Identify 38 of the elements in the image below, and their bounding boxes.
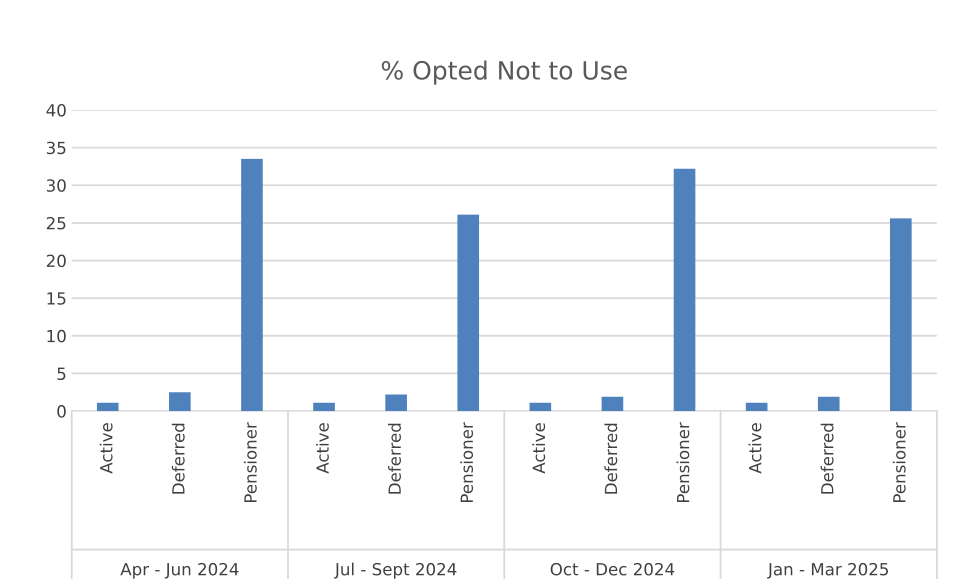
x-tick-label: Active: [316, 423, 329, 474]
y-tick-label: 35: [46, 142, 66, 154]
bar: [241, 158, 263, 412]
x-tick-label: Active: [100, 423, 113, 474]
x-tick-label: Pensioner: [244, 422, 257, 502]
y-tick-label: 20: [46, 254, 66, 268]
bar: [746, 402, 768, 412]
y-tick-label: 0: [57, 405, 66, 418]
bar: [169, 392, 191, 412]
y-tick-label: 25: [46, 216, 66, 230]
x-tick-label: Deferred: [388, 424, 401, 494]
x-tick-label: Pensioner: [460, 422, 474, 502]
bar: [674, 168, 696, 412]
x-tick-label: Deferred: [604, 424, 618, 494]
bar: [457, 214, 480, 412]
bar: [313, 402, 335, 412]
y-tick-label: 40: [46, 104, 66, 117]
x-tick-label: Active: [532, 423, 546, 474]
x-tick-label: Pensioner: [676, 422, 690, 502]
x-tick-label: Active: [748, 423, 762, 474]
bar: [96, 402, 119, 412]
bar: [818, 396, 840, 412]
y-tick-label: 15: [47, 292, 66, 305]
bar: [602, 396, 624, 412]
text: Oct - Dec 2024: [550, 562, 674, 576]
x-tick-label: Deferred: [172, 424, 185, 494]
chart-title: % Opted Not to Use: [382, 60, 627, 85]
x-tick-label: Pensioner: [892, 422, 906, 502]
x-tick-label: Deferred: [820, 424, 834, 494]
text: Apr - Jun 2024: [120, 562, 239, 579]
y-tick-label: 10: [47, 330, 66, 342]
text: Jan - Mar 2025: [767, 562, 888, 579]
bar: [890, 218, 912, 412]
bar: [385, 394, 407, 412]
bar: [530, 402, 552, 412]
text: Jul - Sept 2024: [334, 562, 456, 579]
y-tick-label: 5: [58, 368, 66, 380]
y-tick-label: 30: [46, 179, 66, 192]
